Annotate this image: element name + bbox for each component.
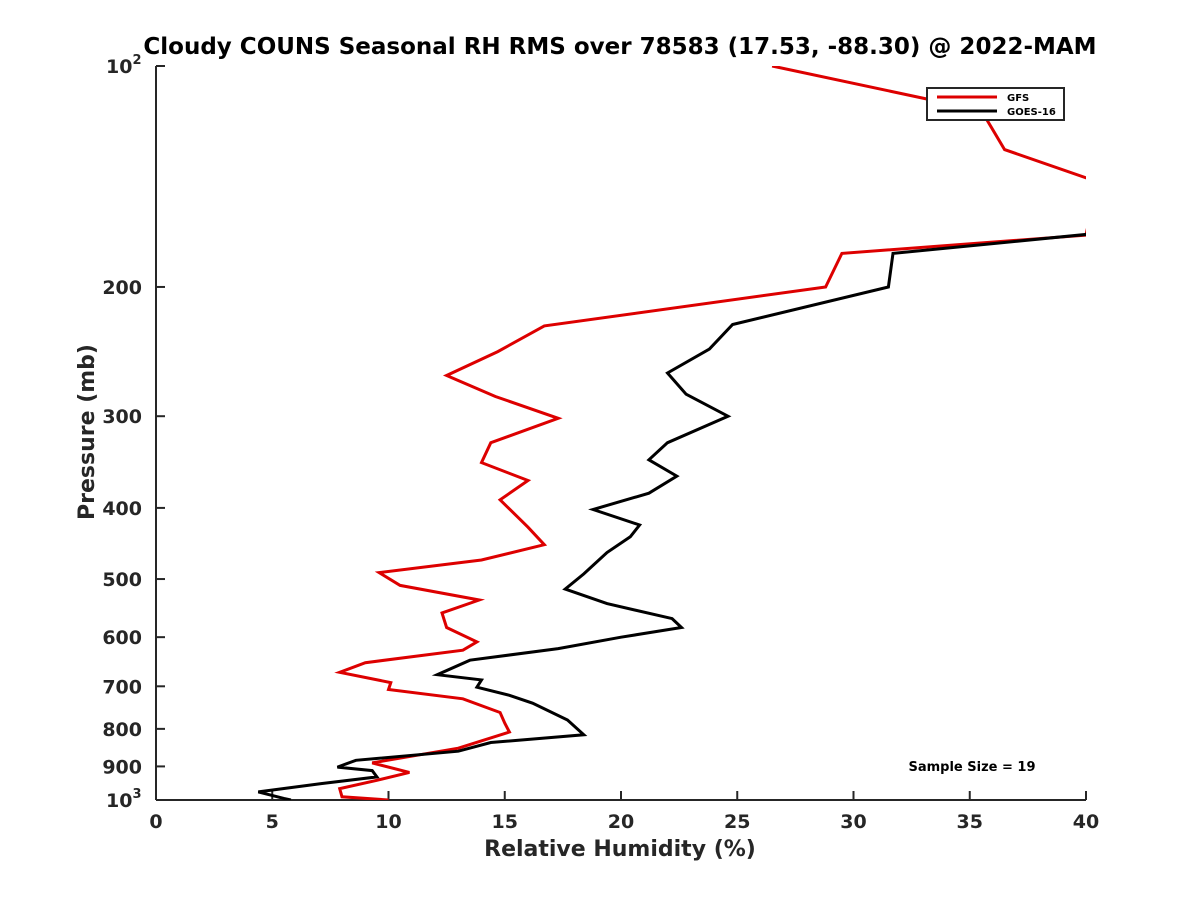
x-axis-label: Relative Humidity (%) [484,837,756,862]
chart-title: Cloudy COUNS Seasonal RH RMS over 78583 … [143,34,1096,60]
y-tick-label: 900 [102,756,142,778]
x-tick-label: 5 [266,811,279,833]
x-tick-label: 35 [957,811,983,833]
y-tick-label: 200 [102,277,142,299]
y-tick-label: 400 [102,498,142,520]
sample-size-annotation: Sample Size = 19 [908,760,1035,775]
series-layer [257,66,1086,800]
axes [155,65,1087,801]
x-tick-labels: 0 5 10 15 20 25 30 35 40 [149,811,1099,833]
x-tick-label: 15 [492,811,518,833]
y-tick-label: 600 [102,627,142,649]
x-tick-label: 25 [724,811,750,833]
y-tick-label: 500 [102,569,142,591]
y-tick-label: 300 [102,406,142,428]
x-tick-label: 20 [608,811,634,833]
x-tick-label: 0 [149,811,162,833]
series-line-gfs [334,66,1086,800]
y-tick-labels: 102 200 300 400 500 600 700 800 900 103 [102,53,142,812]
x-tick-label: 10 [375,811,401,833]
legend-label: GFS [1007,93,1029,104]
y-tick-label: 102 [106,53,142,78]
y-tick-label: 103 [106,787,142,812]
y-tick-label: 700 [102,676,142,698]
y-axis-label: Pressure (mb) [75,344,100,520]
series-clip-group [257,66,1086,800]
legend-box [926,87,1065,121]
x-tick-label: 40 [1073,811,1099,833]
y-tick-label: 800 [102,719,142,741]
legend-label: GOES-16 [1007,107,1056,118]
series-line-goes-16 [257,232,1086,800]
x-tick-label: 30 [840,811,866,833]
legend: GFS GOES-16 [926,87,1065,121]
